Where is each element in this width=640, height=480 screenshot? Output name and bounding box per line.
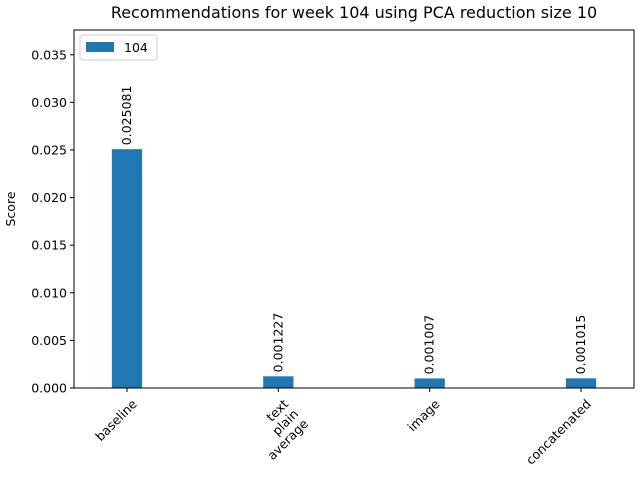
- y-tick-label: 0.020: [31, 190, 67, 205]
- x-tick-label: image: [404, 396, 442, 434]
- chart-title: Recommendations for week 104 using PCA r…: [111, 3, 597, 22]
- y-tick-label: 0.035: [31, 47, 67, 62]
- bar-value-label: 0.025081: [119, 86, 134, 146]
- bar: [565, 378, 597, 388]
- legend-swatch: [86, 42, 114, 52]
- y-tick-label: 0.015: [31, 238, 67, 253]
- legend-entry: 104: [124, 40, 148, 55]
- y-tick-label: 0.000: [31, 381, 67, 396]
- y-axis-label: Score: [3, 191, 18, 226]
- plot-area: 0.025081 0.001227 0.001007 0.001015 0.000 0.0…: [31, 29, 635, 467]
- legend: 104: [79, 34, 158, 61]
- y-tick-label: 0.030: [31, 95, 67, 110]
- y-tick-label: 0.010: [31, 285, 67, 300]
- bar: [263, 376, 294, 388]
- bar-value-label: 0.001227: [270, 313, 285, 373]
- legend-box: [79, 34, 158, 61]
- x-tick-label: concatenated: [523, 396, 594, 467]
- bar-value-label: 0.001007: [422, 315, 437, 375]
- x-tick-label: baseline: [92, 396, 140, 444]
- axes-frame: [73, 29, 635, 389]
- bar-value-label: 0.001015: [573, 315, 588, 375]
- bar: [111, 149, 143, 388]
- x-tick-label: textplainaverage: [244, 396, 311, 463]
- bar: [414, 378, 445, 388]
- y-tick-label: 0.005: [31, 333, 67, 348]
- y-tick-label: 0.025: [31, 142, 67, 157]
